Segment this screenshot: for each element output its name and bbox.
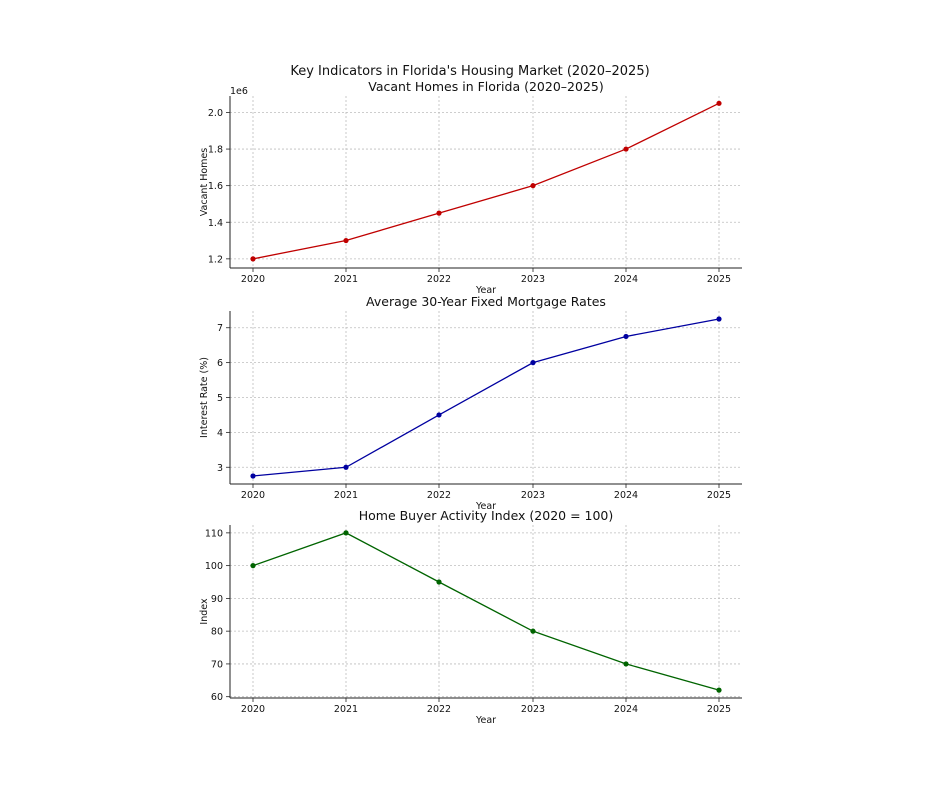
panel2-point-2025 [716, 316, 722, 322]
panel1-point-2023 [530, 183, 536, 189]
panel1-ytick-label: 1.2 [208, 254, 223, 265]
panel2-point-2022 [436, 412, 442, 418]
panel1-point-2021 [343, 237, 349, 244]
panel3-ytick-label: 80 [211, 627, 223, 638]
panel2-point-2021 [343, 464, 349, 470]
panel3-ytick-label: 100 [205, 561, 223, 572]
panel2-ytick-label: 6 [217, 358, 223, 369]
panel3-point-2021 [343, 530, 349, 536]
panel2-title: Average 30-Year Fixed Mortgage Rates [366, 294, 606, 309]
panel1-point-2022 [436, 210, 442, 216]
panel2-ylabel: Interest Rate (%) [199, 357, 210, 438]
panel3-ytick-label: 70 [211, 659, 223, 670]
panel2-point-2024 [623, 333, 629, 340]
panel3-point-2020 [250, 563, 256, 569]
panel2-xtick-label: 2022 [427, 490, 451, 501]
panel3-xtick-label: 2024 [614, 704, 638, 715]
panel3-point-2025 [716, 687, 722, 693]
panel3-xtick-label: 2025 [707, 704, 731, 715]
panel1-point-2025 [716, 100, 722, 106]
panel1-ytick-label: 2.0 [208, 108, 223, 119]
panel1-ytick-label: 1.8 [208, 145, 223, 156]
panel3-point-2022 [436, 579, 442, 585]
panel2-ytick-label: 5 [217, 393, 223, 404]
panel2-xlabel: Year [475, 501, 496, 512]
panel2-point-2023 [530, 360, 536, 366]
panel2-ytick-label: 3 [217, 463, 223, 474]
panel3-xtick-label: 2023 [521, 704, 545, 715]
panel1-point-2020 [250, 256, 256, 262]
panel1-point-2024 [623, 146, 629, 152]
panel1-xtick-label: 2024 [614, 274, 638, 285]
panel1-offset-label: 1e6 [230, 86, 248, 97]
panel1-xtick-label: 2023 [521, 274, 545, 285]
panel2-xtick-label: 2023 [521, 490, 545, 501]
panel2-series-line [252, 318, 720, 477]
panel1-ytick-label: 1.6 [208, 181, 223, 192]
panel3-point-2023 [530, 628, 536, 634]
panel1-xtick-label: 2025 [707, 274, 731, 285]
panel1-title: Vacant Homes in Florida (2020–2025) [368, 79, 603, 94]
panel3-series-line [252, 532, 720, 691]
panel2-xtick-label: 2025 [707, 490, 731, 501]
panel2-xtick-label: 2024 [614, 490, 638, 501]
panel3-title: Home Buyer Activity Index (2020 = 100) [359, 508, 614, 523]
panel1-series-line [252, 102, 720, 260]
panel1-ytick-label: 1.4 [208, 218, 223, 229]
panel3-xtick-label: 2021 [334, 704, 358, 715]
panel2-xtick-label: 2020 [241, 490, 265, 501]
panel3-ytick-label: 60 [211, 692, 223, 703]
panel3-xlabel: Year [475, 715, 496, 726]
panel3-xtick-label: 2022 [427, 704, 451, 715]
panel3-ytick-label: 90 [211, 594, 223, 605]
panel1-ylabel: Vacant Homes [199, 148, 210, 216]
panel1-xtick-label: 2022 [427, 274, 451, 285]
panel2-point-2020 [250, 473, 256, 479]
panel2-ytick-label: 4 [217, 428, 223, 439]
panel3-xtick-label: 2020 [241, 704, 265, 715]
figure-title: Key Indicators in Florida's Housing Mark… [290, 64, 650, 79]
panel2-xtick-label: 2021 [334, 490, 358, 501]
panel1-xtick-label: 2021 [334, 274, 358, 285]
panel3-ytick-label: 110 [205, 528, 223, 539]
panel1-xlabel: Year [475, 285, 496, 296]
panel2-ytick-label: 7 [217, 323, 223, 334]
panel3-ylabel: Index [199, 598, 210, 625]
panel1-xtick-label: 2020 [241, 274, 265, 285]
panel3-point-2024 [623, 661, 629, 667]
